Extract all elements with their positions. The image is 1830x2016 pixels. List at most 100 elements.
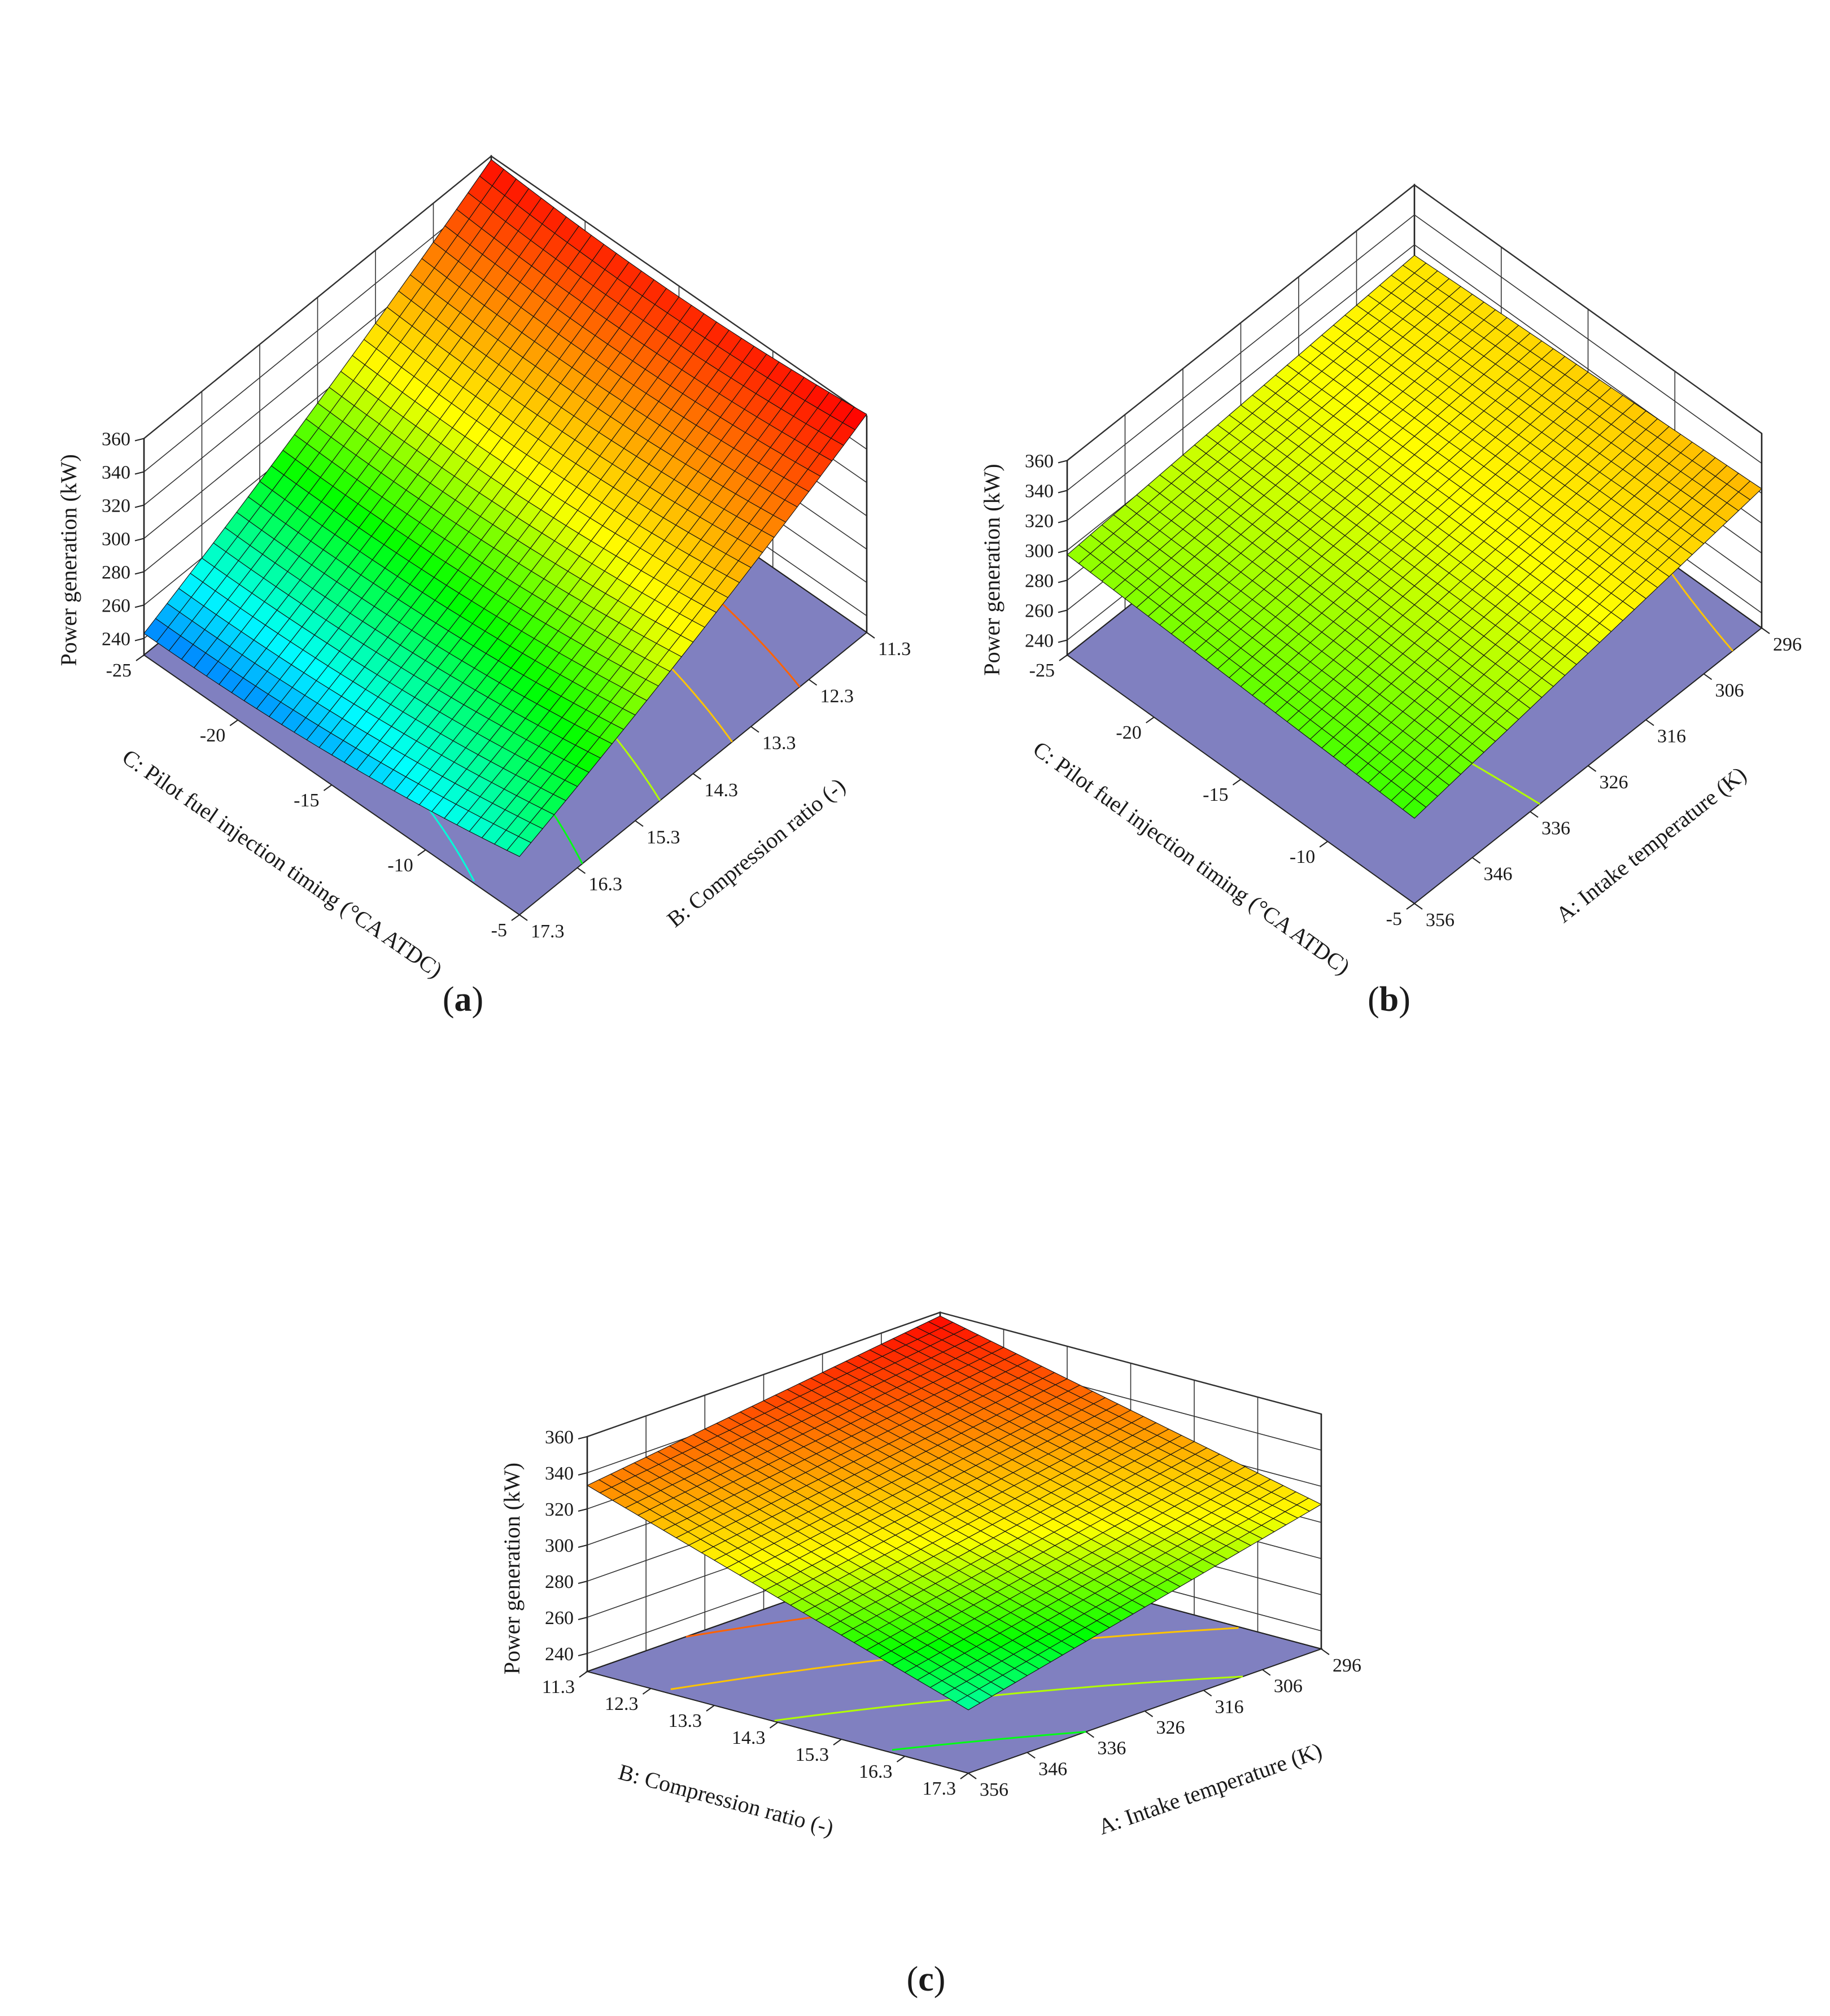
z-tick (1058, 490, 1068, 494)
u-axis-title: B: Compression ratio (-) (616, 1759, 837, 1841)
v-tick (519, 914, 528, 921)
panel-a: 240 260 280 300 320 340 360 Power generation (k… (56, 154, 911, 1019)
surface-cell (506, 836, 532, 857)
z-tick-label: 300 (102, 529, 130, 550)
v-tick-label: 11.3 (878, 639, 911, 660)
v-axis-title: A: Intake temperature (K) (1551, 761, 1751, 927)
surface-cell (1402, 798, 1427, 819)
panel-b-surface (1067, 255, 1762, 819)
z-tick-label: 360 (545, 1427, 574, 1448)
v-tick-label: 306 (1274, 1676, 1303, 1697)
v-tick (1530, 811, 1539, 818)
u-tick-label: 11.3 (542, 1677, 575, 1698)
z-tick (134, 438, 145, 442)
z-tick (1058, 579, 1068, 583)
z-tick-label: 360 (102, 429, 130, 450)
v-tick-label: 296 (1773, 634, 1802, 655)
v-tick (1761, 627, 1770, 634)
u-tick (833, 1739, 842, 1746)
panel-c-surface (586, 1315, 1322, 1710)
z-tick (1058, 639, 1068, 643)
panel-b: 240 260 280 300 320 340 360 Power generation (k… (979, 184, 1802, 1019)
v-tick-label: 356 (1426, 910, 1455, 931)
panel-label: (c) (907, 1960, 946, 1998)
z-tick-label: 340 (545, 1463, 574, 1484)
v-tick-label: 13.3 (762, 733, 796, 754)
u-tick (769, 1722, 779, 1729)
u-tick (136, 654, 145, 661)
v-tick-label: 316 (1215, 1696, 1244, 1717)
v-tick (692, 773, 702, 780)
v-tick (808, 679, 818, 686)
z-tick (134, 471, 145, 475)
u-tick (323, 784, 333, 791)
v-tick-label: 326 (1156, 1717, 1185, 1738)
u-tick (896, 1756, 906, 1762)
v-tick-label: 336 (1541, 818, 1570, 839)
z-tick-label: 240 (102, 629, 130, 650)
z-tick (578, 1617, 588, 1620)
z-tick-label: 260 (1025, 601, 1054, 622)
u-tick (511, 914, 520, 921)
z-tick-label: 280 (102, 562, 130, 583)
surface-cell (955, 1695, 981, 1710)
v-tick-label: 346 (1038, 1758, 1067, 1779)
z-tick (134, 571, 145, 575)
v-tick (1587, 765, 1597, 772)
v-tick-label: 16.3 (589, 874, 623, 895)
z-tick (1058, 549, 1068, 553)
u-tick (417, 849, 426, 856)
contour-line (774, 1675, 1243, 1722)
z-axis-title: Power generation (kW) (499, 1463, 525, 1674)
panel-c: 240 260 280 300 320 340 360 Power generation (k… (499, 1311, 1361, 1998)
z-tick (134, 538, 145, 542)
u-tick (229, 719, 238, 726)
v-tick (750, 726, 759, 733)
v-tick-label: 356 (980, 1779, 1008, 1800)
u-tick-label: 14.3 (732, 1727, 766, 1748)
z-tick (578, 1472, 588, 1476)
v-tick-label: 306 (1715, 680, 1744, 701)
z-tick-label: 340 (1025, 481, 1054, 502)
z-tick-label: 280 (545, 1572, 574, 1592)
z-tick (1058, 460, 1068, 464)
v-tick (1203, 1690, 1212, 1697)
u-tick (1319, 841, 1328, 848)
u-tick (1146, 717, 1155, 723)
z-tick-label: 260 (102, 596, 130, 617)
u-tick (1059, 654, 1068, 661)
v-tick (1085, 1731, 1094, 1738)
v-tick (1414, 903, 1423, 910)
v-tick (1703, 673, 1713, 680)
v-axis-title: A: Intake temperature (K) (1095, 1738, 1325, 1840)
u-tick (1232, 779, 1242, 786)
u-tick (1406, 903, 1415, 910)
z-tick (134, 604, 145, 608)
v-tick (866, 632, 875, 639)
u-tick-label: 15.3 (796, 1744, 829, 1765)
panel-a-surface (143, 159, 867, 857)
z-tick-label: 360 (1025, 451, 1054, 472)
u-tick-label: 13.3 (669, 1710, 702, 1731)
z-axis-title: Power generation (kW) (56, 454, 81, 666)
v-tick (635, 820, 644, 827)
u-tick-label: 17.3 (923, 1778, 957, 1799)
u-tick-label: -10 (1290, 846, 1315, 867)
u-tick-label: -5 (1386, 909, 1402, 930)
v-tick-label: 296 (1333, 1655, 1361, 1676)
v-tick (1645, 719, 1654, 726)
v-tick-label: 326 (1600, 772, 1628, 793)
v-tick (1321, 1648, 1330, 1655)
v-tick (1262, 1669, 1271, 1676)
u-tick-label: -25 (106, 660, 132, 681)
u-tick-label: -25 (1029, 660, 1055, 681)
u-tick-label: -15 (294, 790, 319, 811)
v-tick-label: 14.3 (705, 780, 739, 801)
z-tick-label: 320 (545, 1499, 574, 1520)
z-tick-label: 340 (102, 462, 130, 483)
u-tick-label: 16.3 (859, 1761, 893, 1782)
u-tick (642, 1688, 652, 1695)
z-tick (578, 1508, 588, 1512)
z-tick-label: 300 (545, 1535, 574, 1556)
